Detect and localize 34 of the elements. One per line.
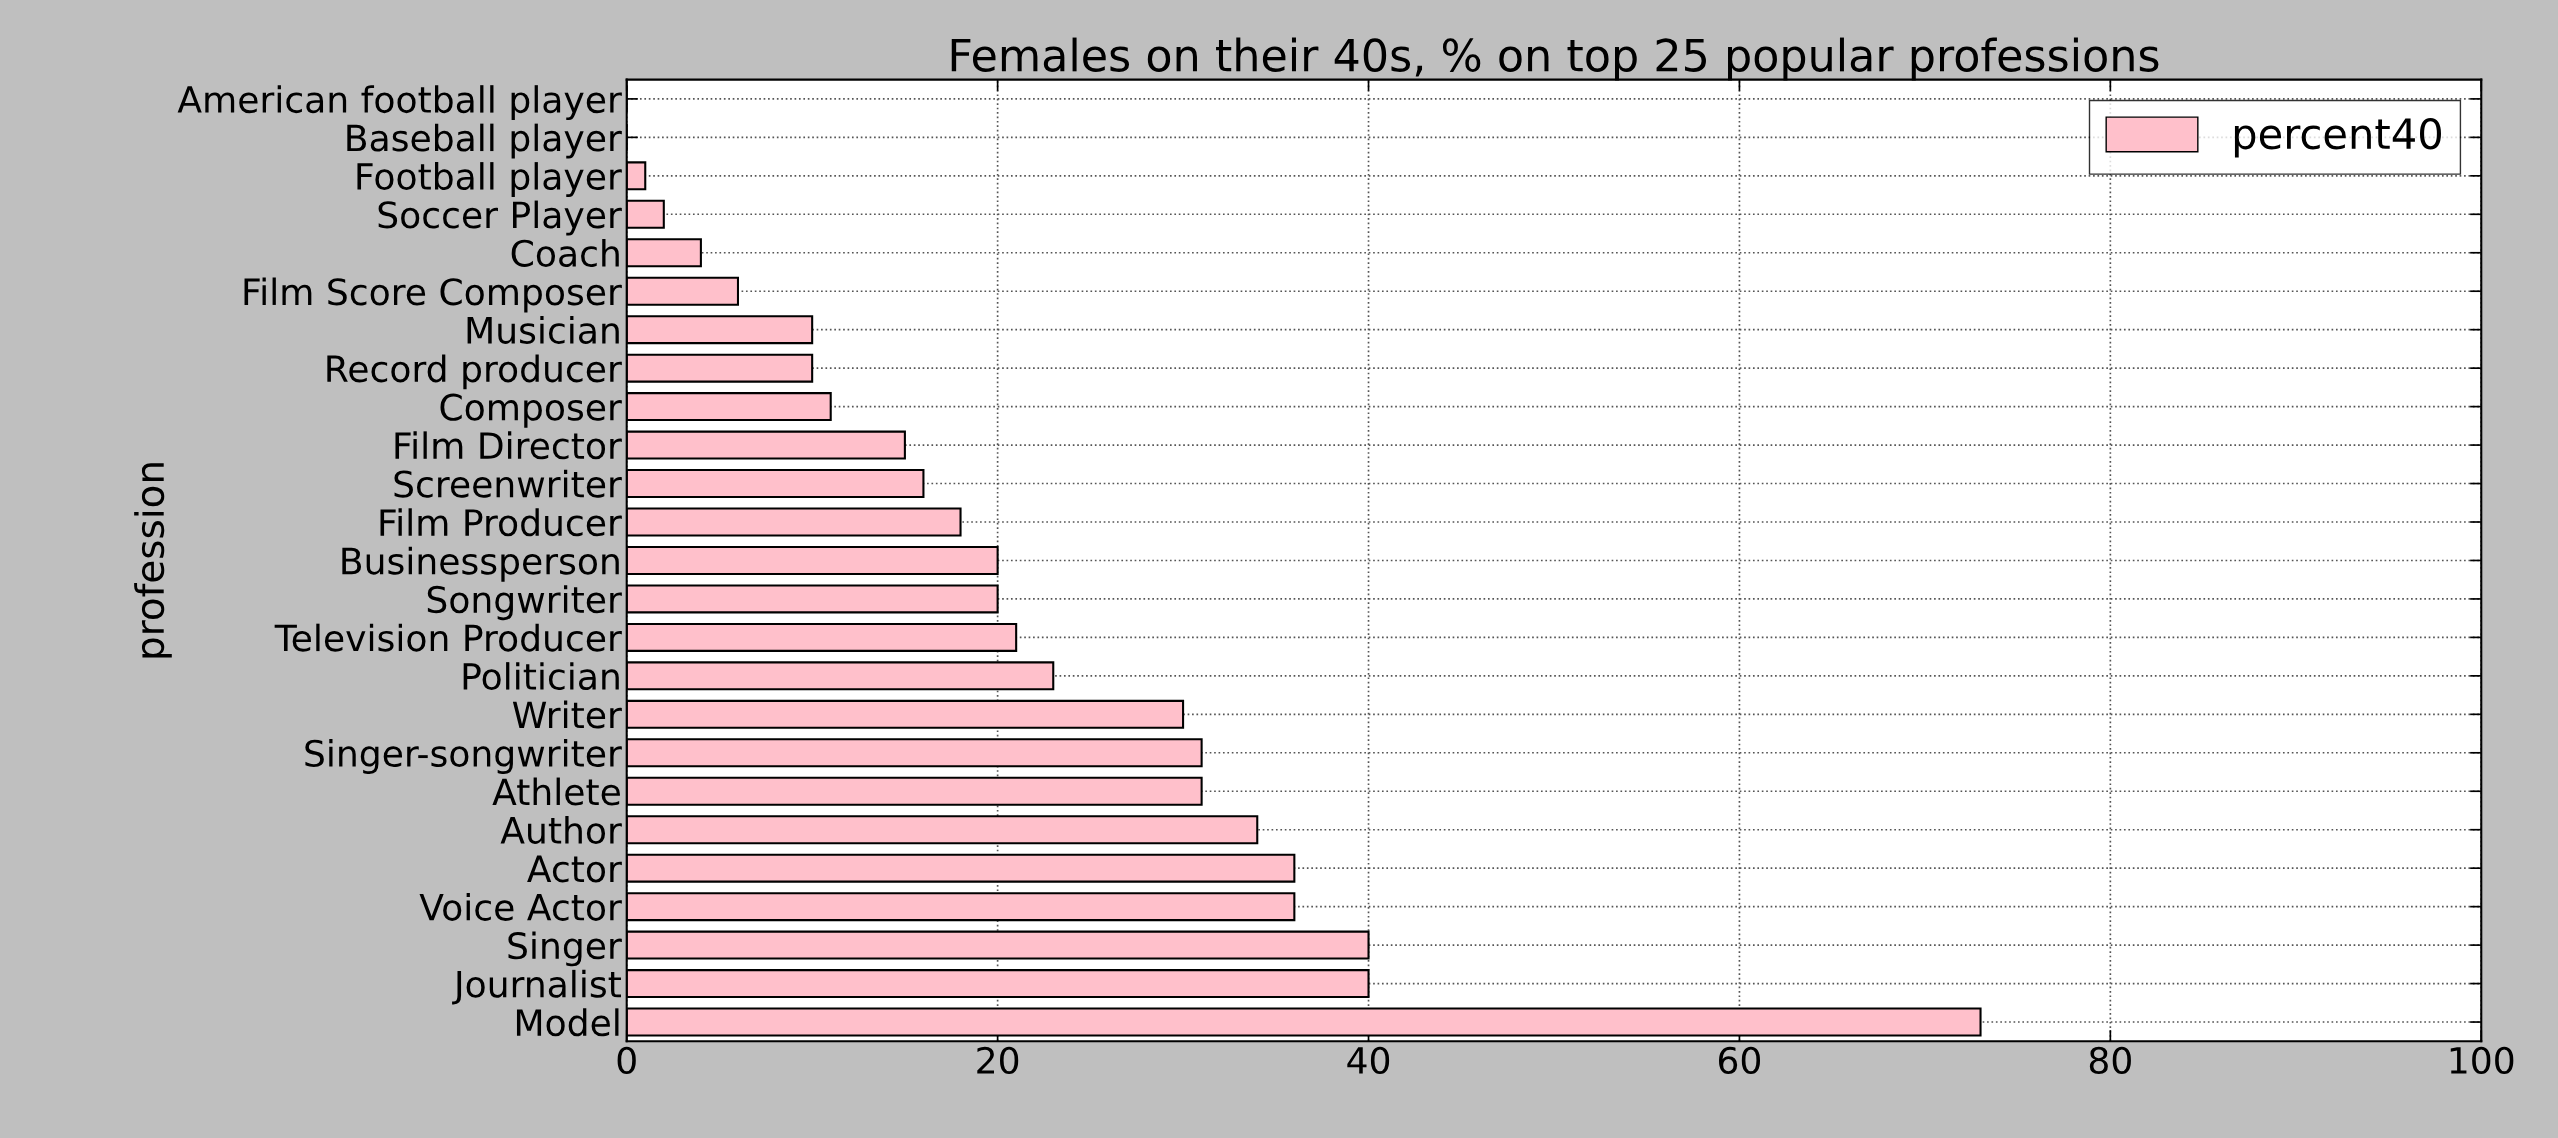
y-tick-label: Journalist (452, 969, 621, 1005)
y-tick-label: Athlete (492, 777, 620, 806)
chart-title: Females on their 40s, % on top 25 popular professions (951, 37, 2159, 81)
y-tick-label: Author (500, 816, 622, 844)
y-tick-label: Coach (511, 239, 619, 267)
y-tick-label: Film Producer (380, 508, 622, 537)
y-tick-label: Musician (467, 315, 619, 344)
y-tick-label: American football player (177, 85, 622, 121)
y-tick-label: Television Producer (274, 623, 622, 652)
y-tick-label: Composer (440, 393, 622, 428)
y-tick-label: Record producer (327, 354, 622, 390)
x-tick-label: 60 (1718, 1046, 1761, 1075)
x-tick-label: 100 (2450, 1046, 2514, 1075)
y-tick-label: Actor (527, 855, 622, 883)
y-tick-label: Voice Actor (419, 892, 622, 921)
x-tick-label: 80 (2089, 1046, 2131, 1075)
x-tick-label: 20 (977, 1046, 1019, 1075)
x-tick-label: 40 (1347, 1046, 1390, 1075)
y-tick-label: Film Director (395, 431, 622, 460)
x-tick-label: 0 (617, 1046, 636, 1075)
legend-label: percent40 (2234, 117, 2441, 158)
y-tick-label: Model (516, 1008, 619, 1037)
y-tick-label: Baseball player (347, 123, 622, 159)
y-tick-label: Singer-songwriter (305, 739, 622, 775)
y-tick-label: Businessperson (342, 546, 619, 582)
y-tick-label: Screenwriter (394, 469, 622, 498)
y-tick-label: Football player (357, 162, 622, 198)
y-tick-label: Soccer Player (378, 200, 622, 236)
y-axis-title: profession (134, 463, 172, 658)
y-tick-label: Film Score Composer (244, 277, 622, 313)
y-tick-label: Songwriter (427, 585, 622, 621)
y-tick-label: Writer (512, 700, 622, 729)
y-tick-label: Singer (508, 931, 622, 967)
y-tick-label: Politician (463, 662, 619, 691)
